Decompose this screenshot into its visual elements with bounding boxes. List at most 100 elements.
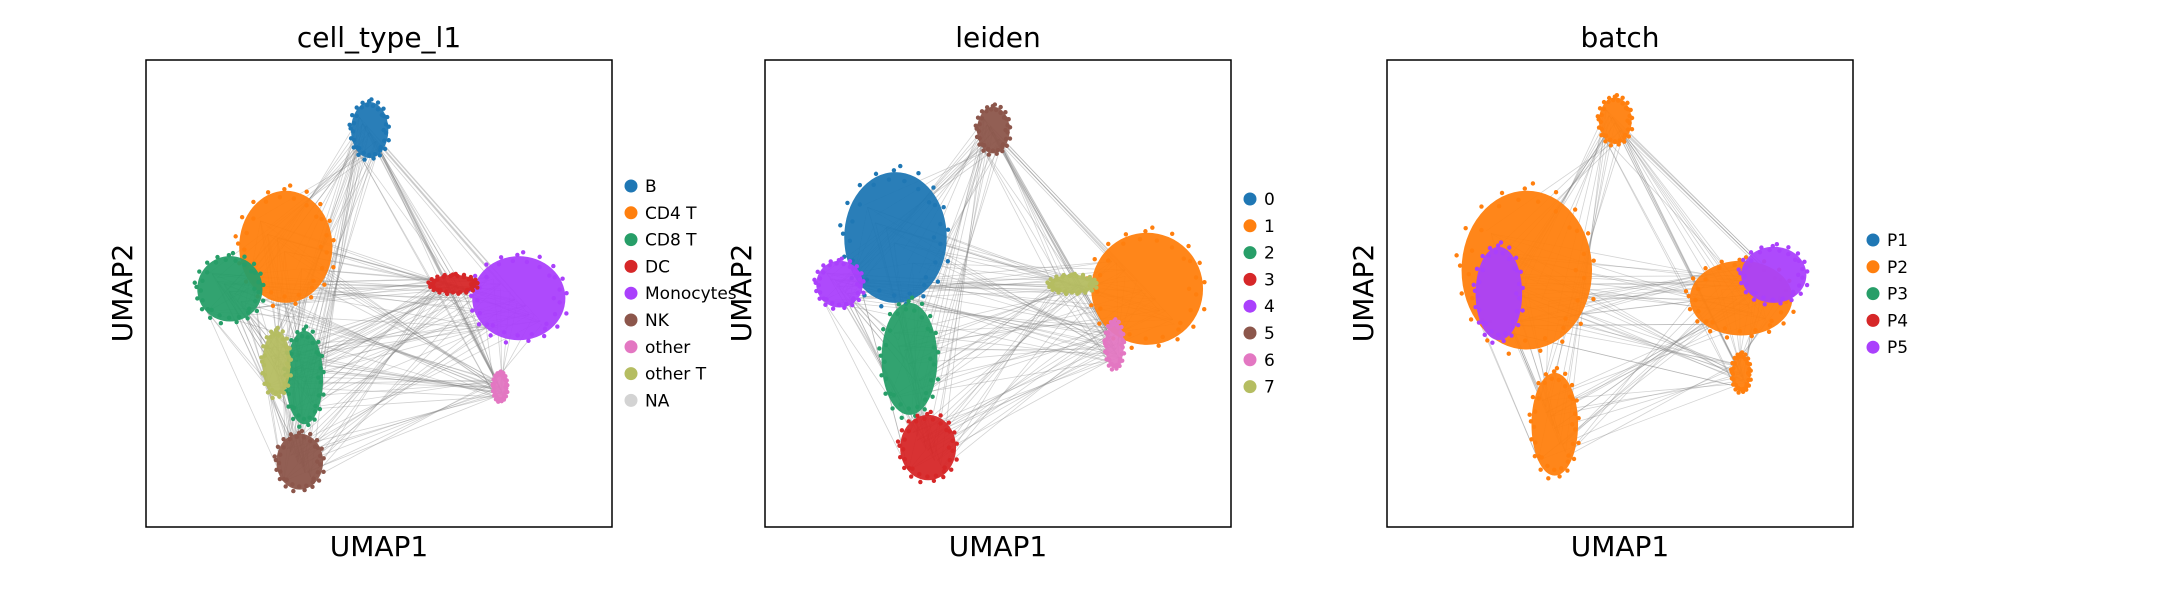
cell-point [327,218,332,224]
cell-point [378,144,383,150]
edge [1606,109,1746,384]
cell-point [551,295,556,301]
cell-point [1741,257,1746,263]
cell-point [916,186,921,192]
edge [1612,116,1743,377]
cell-point [994,151,999,156]
cell-point [261,363,267,368]
cell-point [469,285,474,290]
cell-point [1116,325,1121,330]
cell-point [217,313,222,318]
cell-point [1485,338,1490,343]
legend-marker [1243,353,1257,367]
cell-point [1477,279,1482,285]
cell-point [1626,134,1632,139]
edge [940,119,985,466]
cell-point [1566,453,1571,458]
cell-point [1604,133,1609,139]
cell-point [316,375,321,380]
cell-point [919,301,925,307]
cell-point [1469,248,1475,253]
cell-point [321,469,326,475]
cluster-0 [838,163,951,309]
cell-point [361,150,367,156]
cell-point [882,359,887,364]
cell-point [1069,290,1075,295]
cell-point [1553,189,1559,195]
legend-marker [1243,326,1257,340]
cell-point [1729,376,1735,381]
legend-item-cd4-t: CD4 T [624,204,697,224]
cell-point [1747,372,1752,377]
cell-point [1743,255,1749,260]
cell-point [259,359,265,364]
legend-marker [624,179,638,193]
cell-point [1732,262,1737,268]
cell-point [1629,127,1635,132]
cell-point [1578,321,1583,326]
cell-point [1737,329,1743,334]
cell-point [921,294,926,299]
cell-point [273,457,279,463]
cell-point [907,291,913,296]
cell-point [1000,148,1005,154]
cell-point [284,477,289,482]
cell-point [1188,308,1193,313]
cell-point [435,277,440,282]
cell-point [935,350,941,355]
cell-point [195,296,200,301]
legend-item-1: 1 [1243,217,1275,237]
cluster-p2 [1595,93,1635,148]
cell-point [985,146,991,152]
legend-item-na: NA [624,391,670,411]
edge [941,261,1113,469]
edge [308,281,496,381]
legend-label: NA [645,391,670,411]
cell-point [842,305,847,311]
legend-item-6: 6 [1243,351,1275,371]
cell-point [1113,322,1119,327]
cell-point [827,263,832,268]
edge [920,278,1058,280]
cell-point [1796,272,1801,278]
cell-point [287,183,293,188]
cell-point [235,241,241,246]
cell-point [1778,310,1784,315]
cell-point [295,329,300,335]
cell-point [314,350,319,355]
cell-point [290,482,295,487]
legend-item-nk: NK [624,311,670,331]
cell-point [427,281,432,286]
cell-point [1506,351,1511,356]
cell-point [244,230,249,236]
cell-point [1744,282,1749,287]
cell-point [1733,382,1739,388]
edge [245,309,496,381]
cell-point [490,383,496,389]
cell-point [1118,330,1123,335]
y-axis-label: UMAP2 [1347,244,1380,343]
edge [1562,366,1738,445]
cell-point [998,110,1003,115]
edge [448,282,502,390]
cell-point [1105,323,1111,329]
cell-point [311,278,316,284]
cell-point [1625,127,1631,132]
cell-point [1790,289,1796,295]
cell-point [892,293,897,298]
edge [295,305,527,458]
cluster-body [276,433,324,490]
cell-point [547,273,552,278]
cell-point [1597,106,1603,111]
cluster-cd8-t [282,324,326,429]
cell-point [1551,369,1557,374]
cell-point [1482,332,1487,338]
cell-point [1187,258,1193,264]
cell-point [322,282,327,287]
cell-point [850,302,855,308]
edge [1623,135,1754,262]
cluster-body [1741,246,1807,303]
edge [290,314,530,456]
legend-label: other T [645,365,707,385]
cell-point [197,269,202,274]
